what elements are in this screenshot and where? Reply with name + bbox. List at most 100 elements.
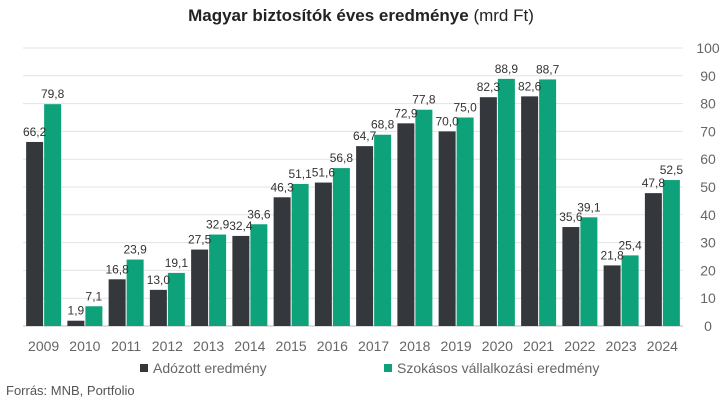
y-tick-label: 70 xyxy=(700,123,716,139)
data-label: 51,1 xyxy=(288,167,312,181)
bar-adozott xyxy=(26,141,44,326)
data-label: 47,8 xyxy=(642,176,666,190)
data-label: 82,3 xyxy=(477,80,501,94)
y-tick-label: 90 xyxy=(700,68,716,84)
x-tick-label: 2018 xyxy=(399,338,430,354)
y-tick-label: 50 xyxy=(700,179,716,195)
bar-szokasos xyxy=(126,259,144,326)
data-label: 19,1 xyxy=(165,256,189,270)
data-label: 88,7 xyxy=(536,62,560,76)
x-tick-label: 2011 xyxy=(111,338,141,354)
bar-adozott xyxy=(232,235,250,326)
y-tick-label: 80 xyxy=(700,96,716,112)
data-label: 16,8 xyxy=(105,262,129,276)
legend-swatch xyxy=(384,364,392,372)
x-tick-label: 2017 xyxy=(358,338,389,354)
data-label: 64,7 xyxy=(353,129,377,143)
x-tick-label: 2012 xyxy=(152,338,183,354)
x-tick-label: 2014 xyxy=(234,338,265,354)
y-tick-label: 40 xyxy=(700,207,716,223)
bar-szokasos xyxy=(85,306,103,326)
bar-szokasos xyxy=(44,104,62,326)
bar-szokasos xyxy=(291,183,309,326)
x-axis-ticks: 2009 2010 2011 2012 2013 2014 2015 2016 2017 2018… xyxy=(28,338,678,354)
legend-label: Szokásos vállalkozási eredmény xyxy=(397,360,599,376)
chart-title-main: Magyar biztosítók éves eredménye xyxy=(188,6,469,25)
data-label: 66,2 xyxy=(23,125,47,139)
x-tick-label: 2021 xyxy=(523,338,554,354)
x-tick-label: 2023 xyxy=(606,338,637,354)
bar-szokasos xyxy=(497,78,515,326)
data-label: 35,6 xyxy=(559,210,583,224)
chart-title-unit: (mrd Ft) xyxy=(473,6,534,25)
y-tick-label: 30 xyxy=(700,235,716,251)
x-tick-label: 2009 xyxy=(28,338,59,354)
x-tick-label: 2013 xyxy=(193,338,224,354)
data-label: 32,9 xyxy=(206,218,230,232)
data-label: 1,9 xyxy=(68,304,85,318)
bar-szokasos xyxy=(374,134,392,326)
x-tick-label: 2016 xyxy=(317,338,348,354)
data-label: 52,5 xyxy=(660,163,684,177)
legend-label: Adózott eredmény xyxy=(153,360,267,376)
data-label: 56,8 xyxy=(330,151,354,165)
data-label: 39,1 xyxy=(577,200,601,214)
bar-szokasos xyxy=(332,168,350,326)
x-tick-label: 2010 xyxy=(69,338,100,354)
data-label: 68,8 xyxy=(371,118,395,132)
bar-szokasos xyxy=(539,79,557,326)
data-label: 70,0 xyxy=(435,114,459,128)
bar-adozott xyxy=(191,249,209,326)
bar-adozott xyxy=(67,320,85,326)
x-tick-label: 2015 xyxy=(276,338,307,354)
bar-adozott xyxy=(644,193,662,326)
legend: Adózott eredmény Szokásos vállalkozási er… xyxy=(140,360,599,376)
x-tick-label: 2024 xyxy=(647,338,678,354)
x-tick-label: 2019 xyxy=(441,338,472,354)
data-label: 32,4 xyxy=(229,219,253,233)
data-label: 13,0 xyxy=(147,273,171,287)
data-label: 88,9 xyxy=(495,62,519,76)
bar-adozott xyxy=(562,227,580,326)
bar-adozott xyxy=(438,131,456,326)
data-label: 82,6 xyxy=(518,79,542,93)
y-tick-label: 60 xyxy=(700,151,716,167)
bar-szokasos xyxy=(456,117,474,326)
y-tick-label: 0 xyxy=(704,318,712,334)
bar-adozott xyxy=(397,123,415,326)
bar-szokasos xyxy=(167,272,185,326)
data-label: 75,0 xyxy=(453,101,477,115)
source-note: Forrás: MNB, Portfolio xyxy=(6,383,135,398)
bar-szokasos xyxy=(209,234,227,326)
data-label: 46,3 xyxy=(270,180,294,194)
y-tick-label: 10 xyxy=(700,290,716,306)
data-label: 21,8 xyxy=(600,248,624,262)
x-tick-label: 2022 xyxy=(564,338,595,354)
data-label: 25,4 xyxy=(618,238,642,252)
bar-adozott xyxy=(314,182,332,326)
data-label: 7,1 xyxy=(86,289,103,303)
bar-adozott xyxy=(479,97,497,327)
chart-title: Magyar biztosítók éves eredménye (mrd Ft… xyxy=(0,6,722,26)
bar-szokasos xyxy=(662,180,680,326)
bar-adozott xyxy=(521,96,539,326)
bar-adozott xyxy=(273,197,291,326)
y-tick-label: 100 xyxy=(696,40,720,56)
data-label: 79,8 xyxy=(41,87,65,101)
bars xyxy=(26,78,680,327)
data-label: 27,5 xyxy=(188,233,212,247)
data-label: 23,9 xyxy=(123,243,147,257)
data-label: 36,6 xyxy=(247,207,271,221)
bar-adozott xyxy=(603,265,621,326)
data-label: 77,8 xyxy=(412,93,436,107)
data-label: 51,6 xyxy=(312,166,336,180)
data-label: 72,9 xyxy=(394,106,418,120)
data-labels: 66,2 79,8 1,97,116,8 23,9 13,0 19,1 27,532,9 32… xyxy=(23,62,683,318)
y-tick-label: 20 xyxy=(700,262,716,278)
bar-adozott xyxy=(356,146,374,326)
bar-szokasos xyxy=(621,255,639,326)
legend-swatch xyxy=(140,364,148,372)
bar-adozott xyxy=(149,289,167,326)
x-tick-label: 2020 xyxy=(482,338,513,354)
